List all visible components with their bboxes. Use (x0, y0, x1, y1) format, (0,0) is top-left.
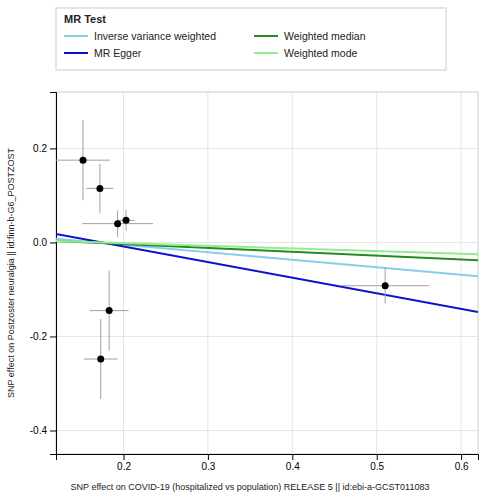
x-grid-line (461, 92, 462, 454)
legend-label: Weighted mode (284, 47, 358, 59)
y-tick-mark (50, 336, 56, 337)
x-tick-mark (124, 454, 125, 460)
x-axis: 0.2 0.3 0.4 0.5 0.6 (57, 454, 479, 472)
marks (56, 120, 478, 399)
x-axis-title: SNP effect on COVID-19 (hospitalized vs … (71, 482, 430, 492)
legend-item: Weighted median (254, 30, 366, 42)
x-tick-mark (292, 454, 293, 460)
y-tick-label: -0.2 (30, 331, 48, 342)
legend-swatch (254, 35, 278, 37)
x-tick-label: 0.2 (117, 461, 131, 472)
point (382, 282, 389, 289)
legend-swatch (64, 35, 88, 37)
y-tick-label: -0.4 (30, 425, 48, 436)
x-tick-label: 0.4 (286, 461, 300, 472)
x-tick-mark (208, 454, 209, 460)
y-tick: -0.2 (30, 331, 56, 342)
regression-line (56, 241, 478, 254)
legend-label: MR Egger (94, 47, 142, 59)
x-axis-line (57, 455, 479, 461)
y-tick-mark (50, 430, 56, 431)
x-grid-line (376, 92, 377, 454)
y-tick-mark (50, 148, 56, 149)
legend-label: Weighted median (284, 30, 366, 42)
y-tick: 0.0 (33, 237, 56, 248)
legend-frame (56, 8, 446, 70)
plot-frame (56, 92, 478, 454)
legend-item: MR Egger (64, 47, 142, 59)
regression-line (56, 234, 478, 312)
legend-title: MR Test (64, 13, 106, 25)
point (106, 307, 113, 314)
y-tick-label: 0.2 (33, 143, 47, 154)
y-tick-mark (50, 242, 56, 243)
regression-line (56, 241, 478, 260)
x-tick-label: 0.6 (455, 461, 469, 472)
y-grid-line (56, 148, 478, 149)
point (80, 157, 87, 164)
x-tick-label: 0.5 (370, 461, 384, 472)
y-tick: 0.2 (33, 143, 56, 154)
plot: 0.2 0.3 0.4 0.5 0.6 -0.4 -0.2 0.0 0.2 (30, 92, 479, 472)
x-tick: 0.6 (455, 454, 469, 472)
point (114, 220, 121, 227)
point (96, 185, 103, 192)
y-grid-line (56, 336, 478, 337)
x-grid-line (123, 92, 124, 454)
grid (56, 92, 478, 454)
y-axis: -0.4 -0.2 0.0 0.2 (30, 93, 57, 455)
x-grid-line (292, 92, 293, 454)
x-tick-label: 0.3 (201, 461, 215, 472)
y-axis-line (50, 93, 57, 455)
chart: 0.2 0.3 0.4 0.5 0.6 -0.4 -0.2 0.0 0.2 SNP effect … (0, 0, 500, 500)
x-tick: 0.2 (117, 454, 131, 472)
y-axis-title: SNP effect on Postzoster neuralgia || id… (6, 148, 16, 398)
x-tick-mark (377, 454, 378, 460)
y-tick: -0.4 (30, 425, 56, 436)
point (97, 356, 104, 363)
legend-item: Weighted mode (254, 47, 358, 59)
x-tick: 0.4 (286, 454, 300, 472)
x-grid-line (207, 92, 208, 454)
x-tick: 0.3 (201, 454, 215, 472)
legend-item: Inverse variance weighted (64, 30, 216, 42)
legend-label: Inverse variance weighted (94, 30, 216, 42)
legend: MR Test Inverse variance weighted MR Egger… (56, 8, 446, 70)
x-tick: 0.5 (370, 454, 384, 472)
legend-swatch (254, 52, 278, 54)
regression-line (56, 239, 478, 277)
legend-swatch (64, 52, 88, 54)
y-tick-label: 0.0 (33, 237, 47, 248)
point (123, 217, 130, 224)
x-tick-mark (461, 454, 462, 460)
y-grid-line (56, 430, 478, 431)
